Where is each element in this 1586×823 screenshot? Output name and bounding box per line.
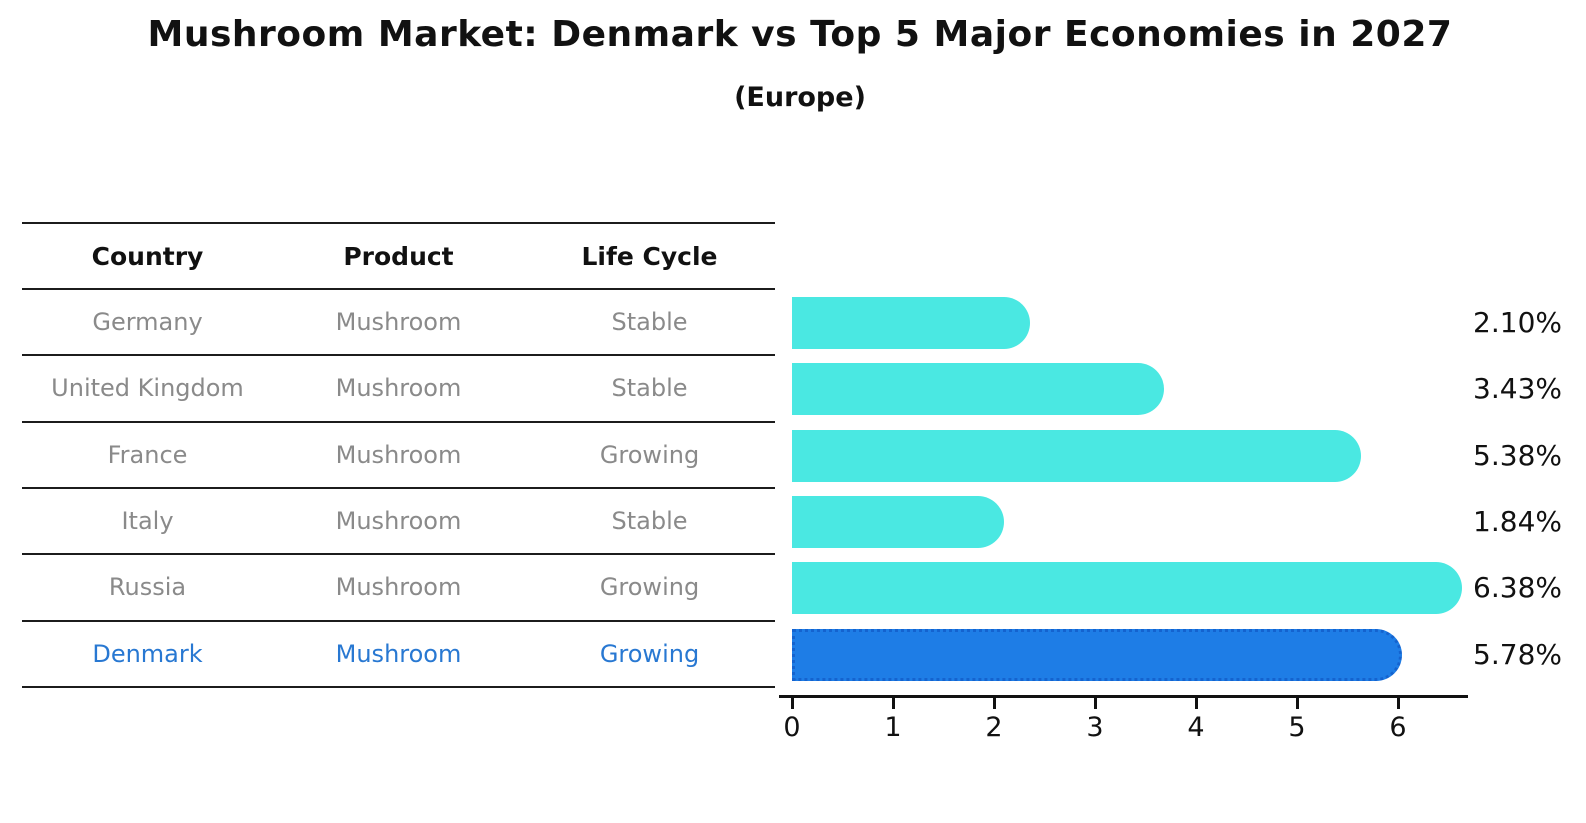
cell-product: Mushroom (335, 573, 462, 602)
bar (792, 562, 1463, 615)
x-tick-mark (992, 698, 996, 709)
cell-product: Mushroom (335, 440, 462, 469)
bar (792, 496, 1004, 549)
x-tick-mark (1295, 698, 1299, 709)
bar-value-label: 6.38% (1473, 571, 1562, 605)
cell-country: France (107, 440, 188, 469)
x-tick-label: 3 (1086, 712, 1104, 743)
cell-country: Russia (108, 573, 187, 602)
x-tick-mark (1093, 698, 1097, 709)
chart-subtitle: (Europe) (734, 82, 866, 113)
x-axis-line (779, 695, 1468, 698)
bar (792, 363, 1165, 416)
x-tick-label: 4 (1187, 712, 1205, 743)
table-row: France Mushroom Growing (22, 423, 775, 489)
x-tick-label: 0 (783, 712, 801, 743)
cell-product: Mushroom (335, 374, 462, 403)
bar-value-label: 5.38% (1473, 438, 1562, 472)
bar-value-label: 5.78% (1473, 637, 1562, 671)
table-row: United Kingdom Mushroom Stable (22, 356, 775, 423)
cell-country: Germany (92, 308, 203, 337)
cell-product: Mushroom (335, 308, 462, 337)
cell-lifecycle: Growing (599, 573, 700, 602)
cell-lifecycle: Stable (611, 507, 688, 536)
cell-lifecycle: Stable (611, 308, 688, 337)
cell-country: United Kingdom (51, 374, 244, 403)
bar (792, 297, 1031, 350)
x-tick-mark (790, 698, 794, 709)
x-tick-mark (1396, 698, 1400, 709)
table-body: Germany Mushroom Stable United Kingdom Mushr… (22, 290, 775, 688)
chart-title: Mushroom Market: Denmark vs Top 5 Major … (147, 14, 1453, 55)
table-row: Italy Mushroom Stable (22, 489, 775, 556)
cell-product: Mushroom (335, 507, 462, 536)
cell-product: Mushroom (335, 639, 462, 668)
cell-lifecycle: Growing (599, 440, 700, 469)
bar (792, 429, 1362, 482)
bar-highlight (792, 628, 1402, 681)
cell-country: Denmark (92, 639, 203, 668)
cell-lifecycle: Growing (599, 639, 700, 668)
cell-lifecycle: Stable (611, 374, 688, 403)
bar-value-label: 2.10% (1473, 306, 1562, 340)
data-table: Country Product Life Cycle Germany Mushro… (22, 222, 775, 688)
column-header-country: Country (91, 241, 204, 271)
x-tick-mark (891, 698, 895, 709)
column-header-product: Product (343, 241, 454, 271)
bar-value-label: 1.84% (1473, 505, 1562, 539)
x-tick-mark (1194, 698, 1198, 709)
x-tick-label: 1 (884, 712, 902, 743)
table-header-row: Country Product Life Cycle (22, 222, 775, 290)
table-row: Germany Mushroom Stable (22, 290, 775, 357)
x-tick-label: 5 (1288, 712, 1306, 743)
x-tick-label: 6 (1389, 712, 1407, 743)
bar-value-label: 3.43% (1473, 372, 1562, 406)
table-row: Russia Mushroom Growing (22, 555, 775, 622)
column-header-lifecycle: Life Cycle (581, 241, 718, 271)
table-row: Denmark Mushroom Growing (22, 622, 775, 688)
cell-country: Italy (121, 507, 174, 536)
x-tick-label: 2 (985, 712, 1003, 743)
